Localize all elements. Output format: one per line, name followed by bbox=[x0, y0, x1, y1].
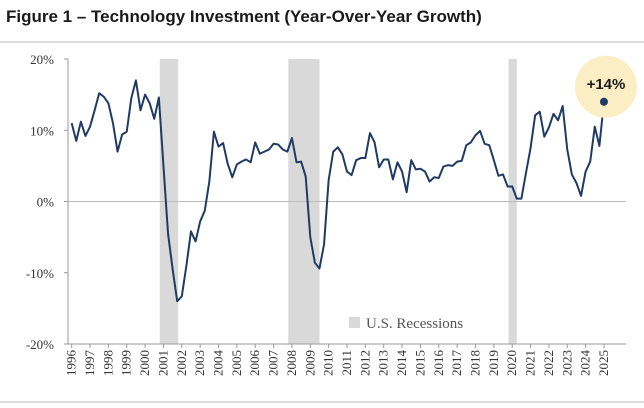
x-tick-label: 2006 bbox=[247, 350, 262, 377]
annotation-point bbox=[599, 97, 608, 106]
annotation-label: +14% bbox=[587, 76, 626, 93]
x-tick-label: 2023 bbox=[559, 350, 574, 376]
x-tick-label: 2009 bbox=[302, 350, 317, 376]
x-tick-label: 1999 bbox=[119, 350, 134, 376]
x-tick-label: 2013 bbox=[376, 350, 391, 376]
x-tick-label: 2014 bbox=[394, 350, 409, 377]
x-tick-label: 2007 bbox=[266, 350, 281, 377]
x-tick-label: 2003 bbox=[192, 350, 207, 376]
x-tick-label: 2022 bbox=[541, 350, 556, 376]
y-tick-label: -10% bbox=[26, 266, 54, 281]
x-tick-label: 2021 bbox=[523, 350, 538, 376]
x-tick-label: 2004 bbox=[211, 350, 226, 377]
x-tick-label: 2002 bbox=[174, 350, 189, 376]
annotation-halo bbox=[574, 55, 637, 118]
x-tick-label: 2025 bbox=[596, 350, 611, 376]
x-tick-label: 2016 bbox=[431, 350, 446, 377]
x-tick-label: 2001 bbox=[155, 350, 170, 376]
data-line bbox=[70, 79, 605, 303]
x-tick-label: 2005 bbox=[229, 350, 244, 376]
y-tick-label: 20% bbox=[30, 52, 54, 67]
x-tick-label: 1998 bbox=[100, 350, 115, 376]
y-tick-label: 10% bbox=[30, 123, 54, 138]
x-tick-label: 2015 bbox=[412, 350, 427, 376]
y-tick-label: -20% bbox=[26, 337, 54, 352]
x-tick-label: 2000 bbox=[137, 350, 152, 376]
chart-title: Figure 1 – Technology Investment (Year-O… bbox=[6, 7, 482, 26]
y-tick-label: 0% bbox=[37, 195, 55, 210]
x-tick-label: 2024 bbox=[578, 350, 593, 377]
x-tick-label: 2011 bbox=[339, 350, 354, 376]
x-tick-label: 2010 bbox=[321, 350, 336, 376]
x-tick-label: 2019 bbox=[486, 350, 501, 376]
x-tick-label: 2018 bbox=[467, 350, 482, 376]
x-tick-label: 1996 bbox=[64, 350, 79, 377]
x-tick-label: 2017 bbox=[449, 350, 464, 377]
x-tick-label: 2008 bbox=[284, 350, 299, 376]
x-tick-label: 2012 bbox=[357, 350, 372, 376]
x-tick-label: 1997 bbox=[82, 350, 97, 377]
legend-label: U.S. Recessions bbox=[366, 316, 463, 332]
x-tick-label: 2020 bbox=[504, 350, 519, 376]
legend-swatch bbox=[349, 317, 360, 328]
